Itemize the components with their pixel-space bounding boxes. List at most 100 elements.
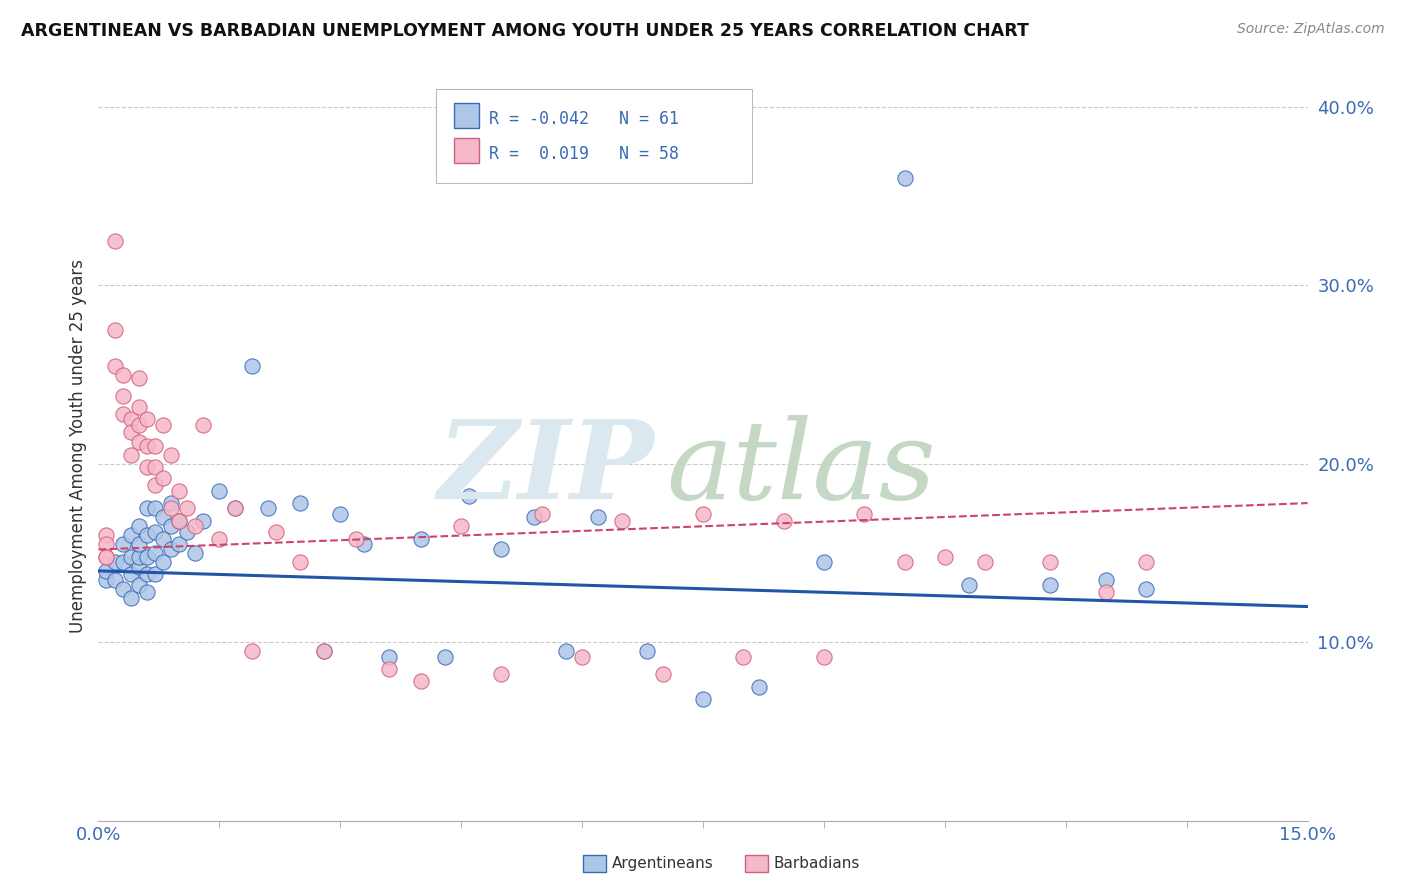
Point (893, 171, 915, 186)
Point (96, 528, 118, 542)
Point (1135, 555, 1157, 569)
Point (733, 649, 755, 664)
Text: Barbadians: Barbadians (773, 856, 859, 871)
Point (208, 532, 231, 546)
Point (128, 400, 150, 414)
Point (96, 549, 118, 564)
Point (523, 510, 546, 524)
Point (160, 448, 183, 462)
Point (143, 439, 166, 453)
Point (167, 483, 190, 498)
Point (434, 649, 457, 664)
Point (143, 524, 166, 539)
Point (530, 507, 553, 521)
Point (135, 439, 157, 453)
Point (240, 644, 263, 658)
Text: ARGENTINEAN VS BARBADIAN UNEMPLOYMENT AMONG YOUTH UNDER 25 YEARS CORRELATION CHA: ARGENTINEAN VS BARBADIAN UNEMPLOYMENT AM… (21, 22, 1029, 40)
Point (314, 644, 336, 658)
Point (103, 573, 125, 587)
Point (128, 560, 150, 574)
Point (571, 649, 593, 664)
Point (128, 519, 150, 533)
Point (120, 549, 142, 564)
Text: R =  0.019   N = 58: R = 0.019 N = 58 (489, 145, 679, 163)
Point (409, 532, 432, 546)
Point (160, 496, 183, 510)
Point (167, 514, 190, 528)
Point (120, 425, 142, 439)
Point (651, 667, 673, 681)
Text: Argentineans: Argentineans (612, 856, 713, 871)
Point (224, 501, 246, 516)
Point (288, 496, 311, 510)
Point (1135, 582, 1157, 596)
Point (96, 564, 118, 578)
Point (377, 662, 399, 676)
Point (96, 549, 118, 564)
Point (152, 417, 174, 432)
Point (813, 555, 835, 569)
Point (692, 507, 714, 521)
Point (314, 644, 336, 658)
Point (120, 412, 142, 426)
Point (377, 649, 399, 664)
Point (135, 412, 157, 426)
Point (143, 478, 166, 492)
Point (240, 359, 263, 373)
Point (103, 234, 125, 248)
Point (957, 578, 980, 592)
Point (176, 501, 198, 516)
Point (256, 501, 278, 516)
Point (224, 501, 246, 516)
Point (1039, 578, 1062, 592)
Point (934, 549, 956, 564)
Point (152, 471, 174, 485)
Point (264, 524, 287, 539)
Point (491, 667, 513, 681)
Point (353, 537, 375, 551)
Point (853, 507, 876, 521)
Point (103, 555, 125, 569)
Point (120, 528, 142, 542)
Point (128, 371, 150, 385)
Point (111, 555, 134, 569)
Point (128, 549, 150, 564)
Point (176, 524, 198, 539)
Point (111, 582, 134, 596)
Point (167, 537, 190, 551)
Point (167, 514, 190, 528)
Text: ZIP: ZIP (439, 415, 655, 522)
Point (184, 546, 207, 560)
Point (128, 417, 150, 432)
Point (160, 519, 183, 533)
Point (143, 546, 166, 560)
Text: Source: ZipAtlas.com: Source: ZipAtlas.com (1237, 22, 1385, 37)
Point (586, 510, 609, 524)
Point (193, 417, 215, 432)
Point (160, 542, 183, 557)
Point (208, 483, 231, 498)
Point (120, 448, 142, 462)
Point (135, 567, 157, 582)
Point (772, 514, 794, 528)
Point (111, 537, 134, 551)
Point (111, 389, 134, 403)
Point (813, 649, 835, 664)
Point (135, 460, 157, 475)
Point (143, 460, 166, 475)
Text: atlas: atlas (666, 415, 936, 522)
Point (135, 585, 157, 599)
Y-axis label: Unemployment Among Youth under 25 years: Unemployment Among Youth under 25 years (69, 259, 87, 633)
Point (893, 555, 915, 569)
Point (974, 555, 997, 569)
Point (128, 537, 150, 551)
Point (135, 501, 157, 516)
Point (1095, 573, 1118, 587)
Point (344, 532, 367, 546)
Point (103, 359, 125, 373)
Point (748, 680, 770, 694)
Point (120, 591, 142, 605)
Point (692, 692, 714, 706)
Point (143, 501, 166, 516)
Point (128, 435, 150, 450)
